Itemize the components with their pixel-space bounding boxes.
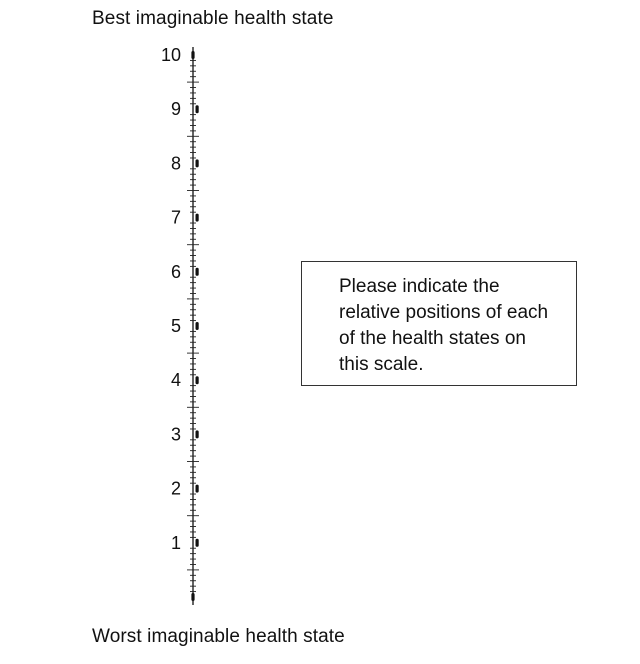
- scale-tick-label: 10: [161, 45, 181, 65]
- major-tick: [195, 430, 199, 439]
- major-tick: [191, 51, 195, 59]
- scale-tick-label: 1: [171, 533, 181, 553]
- major-tick: [195, 376, 199, 385]
- scale-tick-label: 4: [171, 370, 181, 390]
- scale-tick-label: 6: [171, 262, 181, 282]
- major-tick: [195, 213, 199, 222]
- instruction-box: Please indicate the relative positions o…: [301, 261, 577, 386]
- scale-tick-label: 7: [171, 208, 181, 228]
- scale-tick-label: 3: [171, 424, 181, 444]
- instruction-text: Please indicate the relative positions o…: [339, 276, 549, 375]
- major-tick: [195, 105, 199, 114]
- major-tick: [195, 322, 199, 330]
- scale-tick-label: 5: [171, 316, 181, 336]
- scale-tick-label: 8: [171, 153, 181, 173]
- best-health-label: Best imaginable health state: [92, 8, 334, 29]
- scale-tick-label: 9: [171, 99, 181, 119]
- major-tick: [195, 159, 199, 168]
- major-tick: [195, 484, 199, 493]
- scale-tick-label: 2: [171, 479, 181, 499]
- major-tick: [195, 538, 199, 547]
- scale-ticks: 1 2 3 4 5 6 7 8 9 10: [161, 45, 199, 605]
- major-tick: [191, 593, 195, 601]
- worst-health-label: Worst imaginable health state: [92, 626, 345, 647]
- major-tick: [195, 267, 199, 276]
